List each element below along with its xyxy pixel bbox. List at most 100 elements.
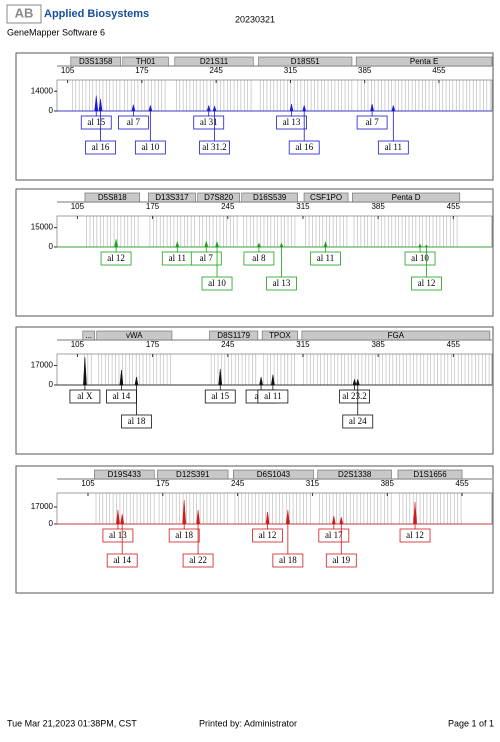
allele-label: al 22 bbox=[189, 555, 207, 565]
allele-label: al 23.2 bbox=[342, 391, 367, 401]
marker-box bbox=[70, 56, 121, 67]
allele-label: al 10 bbox=[411, 253, 429, 263]
marker-box bbox=[355, 56, 493, 67]
allele-box bbox=[252, 528, 283, 543]
marker-box bbox=[122, 56, 169, 67]
y-tick-label: 17000 bbox=[31, 502, 54, 511]
software: GeneMapper Software 6 bbox=[7, 27, 105, 37]
x-tick-label: 315 bbox=[296, 202, 310, 211]
x-tick-label: 175 bbox=[135, 66, 149, 75]
marker-box bbox=[157, 469, 229, 480]
allele-label: al 12 bbox=[418, 278, 436, 288]
panel-frame bbox=[15, 326, 494, 455]
allele-box bbox=[102, 528, 134, 543]
allele-label: al 17 bbox=[325, 530, 343, 540]
y-tick-label: 0 bbox=[49, 380, 54, 389]
allele-label: al 18 bbox=[175, 530, 193, 540]
date: 20230321 bbox=[235, 14, 275, 24]
logo: AB bbox=[15, 5, 34, 20]
marker-name: D3S1358 bbox=[79, 57, 113, 66]
allele-box bbox=[377, 140, 409, 155]
marker-name: FGA bbox=[388, 331, 405, 340]
allele-box bbox=[168, 528, 200, 543]
y-tick-label: 17000 bbox=[31, 361, 54, 370]
allele-label: al 11 bbox=[385, 142, 402, 152]
y-tick-label: 0 bbox=[49, 519, 54, 528]
allele-box bbox=[272, 553, 304, 568]
allele-label: al 11 bbox=[264, 391, 281, 401]
allele-box bbox=[266, 276, 297, 291]
marker-box bbox=[209, 330, 259, 341]
marker-box bbox=[301, 330, 491, 341]
allele-box bbox=[356, 115, 388, 130]
allele-box bbox=[69, 389, 101, 404]
marker-name: ... bbox=[85, 331, 92, 340]
marker-box bbox=[84, 192, 141, 203]
allele-label: al 15 bbox=[87, 117, 105, 127]
allele-box bbox=[339, 389, 370, 404]
marker-box bbox=[233, 469, 314, 480]
page-number: Page 1 of 1 bbox=[448, 718, 494, 728]
marker-name: D6S1043 bbox=[257, 470, 291, 479]
marker-name: D12S391 bbox=[176, 470, 210, 479]
marker-name: D18S51 bbox=[291, 57, 320, 66]
allele-label: al 13 bbox=[273, 278, 291, 288]
allele-box bbox=[80, 115, 112, 130]
marker-name: D19S433 bbox=[108, 470, 142, 479]
marker-box bbox=[82, 330, 95, 341]
marker-name: D16S539 bbox=[253, 193, 287, 202]
brand: Applied Biosystems bbox=[44, 8, 149, 20]
printed-at: Tue Mar 21,2023 01:38PM, CST bbox=[7, 718, 137, 728]
x-tick-label: 315 bbox=[306, 479, 320, 488]
marker-box bbox=[197, 192, 240, 203]
allele-box bbox=[243, 251, 275, 266]
allele-box bbox=[204, 389, 236, 404]
allele-label: al 14 bbox=[113, 391, 131, 401]
allele-box bbox=[404, 251, 436, 266]
marker-name: vWA bbox=[126, 331, 143, 340]
allele-label: al 12 bbox=[259, 530, 277, 540]
marker-box bbox=[258, 56, 353, 67]
allele-label: al 24 bbox=[349, 416, 367, 426]
allele-label: al 7 bbox=[200, 253, 214, 263]
marker-box bbox=[397, 469, 463, 480]
marker-box bbox=[241, 192, 298, 203]
printed-by: Printed by: Administrator bbox=[199, 718, 297, 728]
x-tick-label: 455 bbox=[447, 202, 461, 211]
marker-box bbox=[352, 192, 461, 203]
allele-box bbox=[201, 276, 233, 291]
allele-box bbox=[121, 414, 152, 429]
x-tick-label: 105 bbox=[71, 202, 85, 211]
marker-name: D7S820 bbox=[204, 193, 233, 202]
allele-box bbox=[182, 553, 214, 568]
x-tick-label: 455 bbox=[432, 66, 446, 75]
allele-label: al 13 bbox=[283, 117, 301, 127]
allele-box bbox=[190, 251, 222, 266]
x-tick-label: 385 bbox=[371, 340, 385, 349]
x-tick-label: 315 bbox=[296, 340, 310, 349]
panel-frame bbox=[15, 52, 494, 181]
allele-box bbox=[257, 389, 289, 404]
x-tick-label: 105 bbox=[71, 340, 85, 349]
allele-box bbox=[85, 140, 116, 155]
allele-label: al 7 bbox=[127, 117, 141, 127]
panel-frame bbox=[15, 465, 494, 594]
marker-box bbox=[147, 192, 196, 203]
marker-box bbox=[303, 192, 349, 203]
allele-label: al 16 bbox=[92, 142, 110, 152]
marker-name: TH01 bbox=[136, 57, 156, 66]
allele-box bbox=[193, 115, 225, 130]
allele-box bbox=[325, 553, 357, 568]
allele-label: al 7 bbox=[365, 117, 379, 127]
marker-name: CSF1PO bbox=[310, 193, 342, 202]
x-tick-label: 175 bbox=[156, 479, 170, 488]
allele-box bbox=[106, 553, 138, 568]
marker-box bbox=[96, 330, 173, 341]
allele-label: al 8 bbox=[252, 253, 266, 263]
allele-box bbox=[399, 528, 431, 543]
allele-label: al 18 bbox=[128, 416, 146, 426]
marker-name: Penta E bbox=[410, 57, 438, 66]
